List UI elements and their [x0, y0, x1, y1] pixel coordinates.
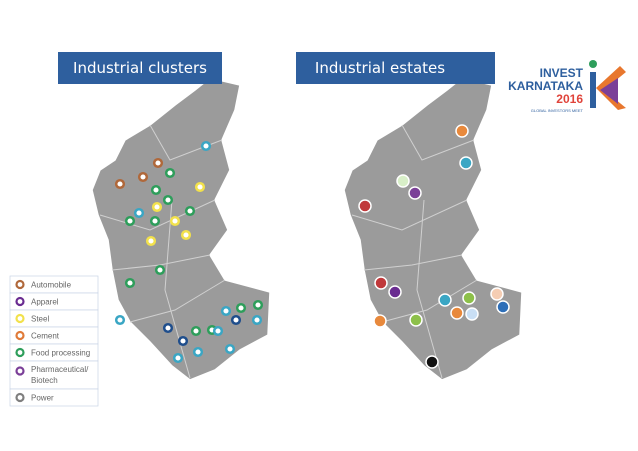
legend-swatch	[15, 392, 25, 403]
estate-marker	[455, 124, 469, 138]
district-border	[351, 199, 468, 231]
estate-marker	[374, 276, 388, 290]
logo-text: 2016	[556, 92, 583, 106]
cluster-marker	[184, 205, 196, 217]
estate-marker	[496, 300, 510, 314]
cluster-marker	[252, 299, 264, 311]
legend-label: Food processing	[31, 349, 90, 358]
cluster-marker	[154, 264, 166, 276]
title: Industrial estates	[315, 59, 445, 77]
legend-row	[9, 388, 99, 407]
district-border	[381, 279, 478, 323]
legend-label: Automobile	[31, 281, 72, 290]
logo-shape	[600, 78, 618, 104]
cluster-marker	[220, 305, 232, 317]
logo-shape	[590, 72, 596, 108]
legend-swatch	[15, 366, 25, 376]
cluster-marker	[151, 201, 163, 213]
title-box	[296, 52, 495, 84]
legend-row	[9, 360, 99, 390]
cluster-marker	[180, 229, 192, 241]
estate-marker	[438, 293, 452, 307]
cluster-marker	[192, 346, 204, 358]
legend: Automobile Apparel Steel Cement Food process…	[9, 275, 99, 407]
legend-swatch	[15, 347, 25, 358]
cluster-marker	[169, 215, 181, 227]
legend-label: Pharmaceutical/Biotech	[31, 365, 89, 385]
cluster-marker	[212, 325, 224, 337]
estate-marker	[450, 306, 464, 320]
cluster-marker	[200, 140, 212, 152]
cluster-marker	[251, 314, 263, 326]
cluster-marker	[230, 314, 242, 326]
cluster-marker	[190, 325, 202, 337]
state-map	[91, 77, 271, 381]
estate-marker	[373, 314, 387, 328]
state-map	[343, 77, 523, 381]
estate-marker	[388, 285, 402, 299]
logo-shape	[589, 60, 597, 68]
legend-swatch	[15, 330, 25, 341]
maps	[91, 77, 523, 381]
cluster-marker	[145, 235, 157, 247]
cluster-marker	[194, 181, 206, 193]
cluster-marker	[137, 171, 149, 183]
legend-label: Steel	[31, 315, 49, 324]
cluster-marker	[124, 215, 136, 227]
estate-marker	[409, 313, 423, 327]
logo-shape	[596, 66, 626, 110]
estate-marker	[358, 199, 372, 213]
cluster-marker	[114, 178, 126, 190]
cluster-marker	[114, 314, 126, 326]
legend-swatch	[15, 313, 25, 324]
legend-swatch	[15, 279, 25, 290]
cluster-marker	[149, 215, 161, 227]
legend-swatch	[15, 296, 25, 307]
title: Industrial clusters	[73, 59, 207, 77]
estate-marker	[408, 186, 422, 200]
estate-marker	[396, 174, 410, 188]
cluster-marker	[162, 322, 174, 334]
legend-label: Power	[31, 394, 54, 403]
cluster-marker	[172, 352, 184, 364]
estate-marker	[459, 156, 473, 170]
cluster-marker	[133, 207, 145, 219]
estate-marker	[465, 307, 479, 321]
district-border	[129, 279, 226, 323]
estate-marker	[490, 287, 504, 301]
cluster-marker	[224, 343, 236, 355]
estate-marker	[462, 291, 476, 305]
cluster-marker	[164, 167, 176, 179]
district-border	[164, 199, 191, 379]
district-border	[416, 199, 443, 379]
logo-text: KARNATAKA	[508, 79, 583, 93]
cluster-marker	[177, 335, 189, 347]
legend-label: Apparel	[31, 298, 59, 307]
cluster-marker	[152, 157, 164, 169]
district-border	[363, 254, 463, 271]
cluster-marker	[162, 194, 174, 206]
logo-text: INVEST	[540, 66, 584, 80]
logo: INVEST KARNATAKA 2016 GLOBAL INVESTORS M…	[508, 60, 626, 113]
logo-text: GLOBAL INVESTORS MEET	[531, 108, 584, 113]
title-box	[58, 52, 222, 84]
legend-label: Cement	[31, 332, 60, 341]
cluster-marker	[124, 277, 136, 289]
cluster-marker	[150, 184, 162, 196]
district-border	[401, 124, 475, 161]
cluster-marker	[235, 302, 247, 314]
estate-marker	[425, 355, 439, 369]
